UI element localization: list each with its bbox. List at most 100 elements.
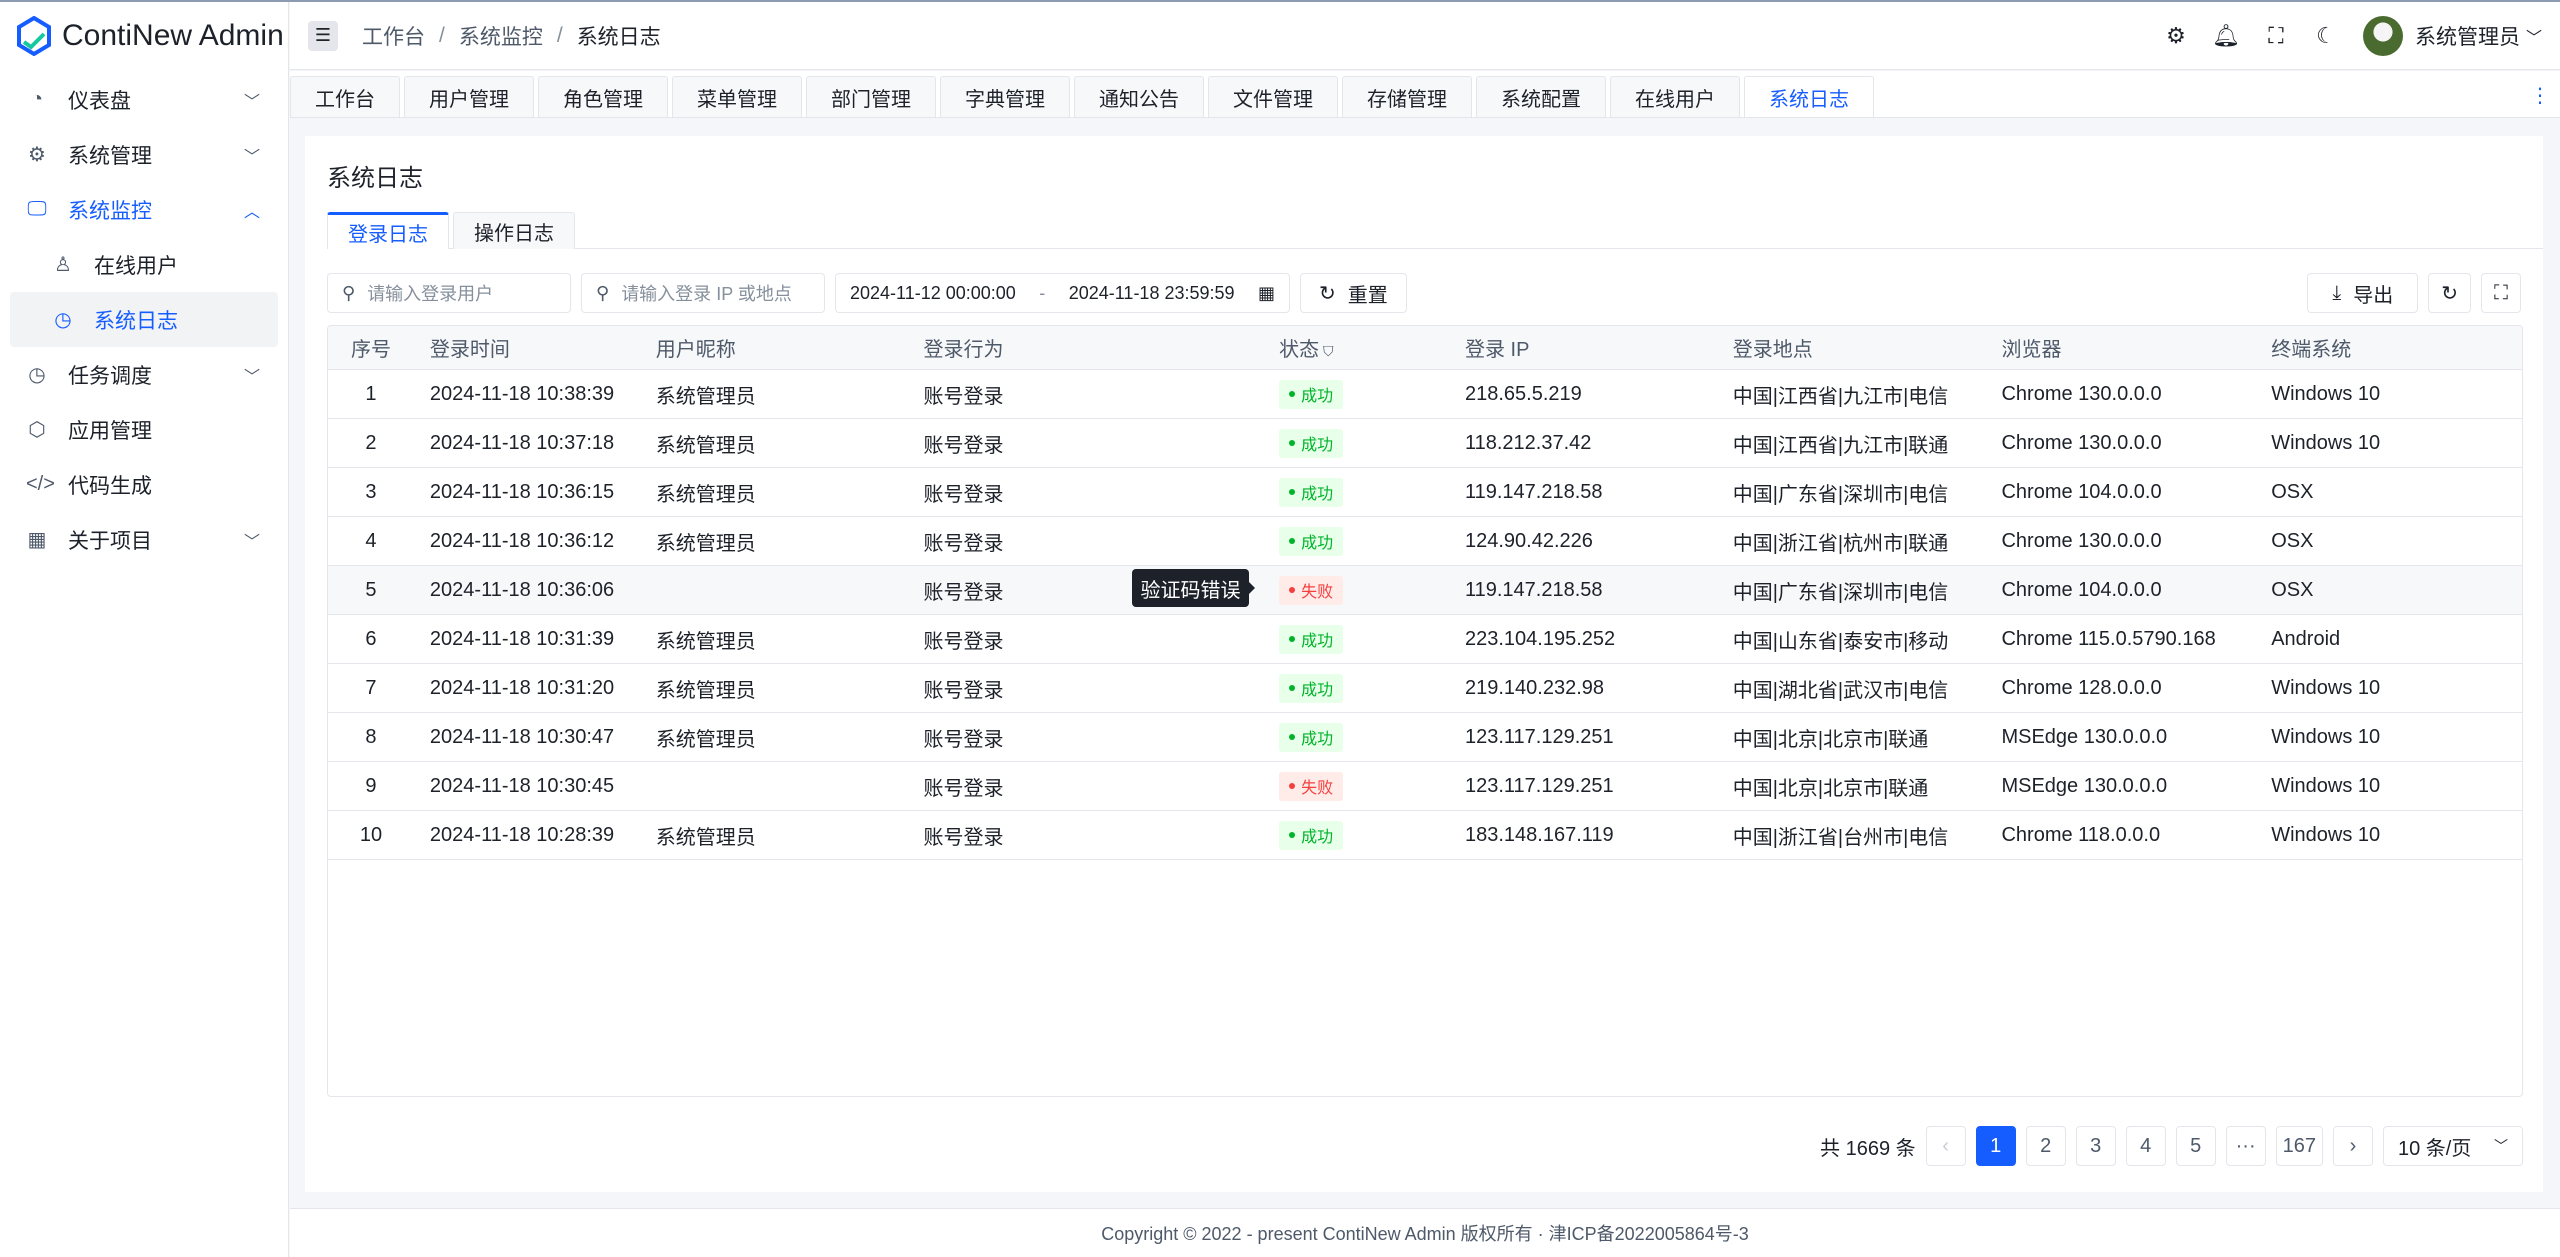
sidebar-item[interactable]: </> 代码生成 — [0, 457, 288, 512]
sidebar-item[interactable]: ◷ 系统日志 — [10, 292, 278, 347]
tab-item[interactable]: 系统配置 — [1476, 76, 1606, 117]
status-text: 成功 — [1301, 633, 1334, 650]
page-button[interactable]: 5 — [2175, 1126, 2216, 1166]
status-badge[interactable]: 失败 — [1279, 575, 1344, 605]
cell: 成功 — [1263, 428, 1449, 458]
tab-item[interactable]: 通知公告 — [1074, 76, 1204, 117]
date-range-picker[interactable]: 2024-11-12 00:00:00 - 2024-11-18 23:59:5… — [835, 273, 1290, 313]
column-header[interactable]: 状态 ⛉ — [1279, 339, 1334, 361]
sidebar-item[interactable]: 🖵︎ 系统监控 ︿ — [0, 182, 288, 237]
cell: 4 — [365, 529, 377, 552]
tab-item[interactable]: 部门管理 — [806, 76, 936, 117]
cell: 成功 — [1263, 673, 1449, 703]
tab-login-log[interactable]: 登录日志 — [327, 212, 449, 249]
dashboard-icon: ◔ — [30, 88, 44, 110]
cell: 219.140.232.98 — [1464, 676, 1604, 699]
page-button[interactable]: 4 — [2125, 1126, 2166, 1166]
cell: 8 — [365, 725, 377, 748]
sidebar-item[interactable]: ▦ 关于项目 ﹀ — [0, 512, 288, 567]
cell: 中国|山东省|泰安市|移动 — [1732, 630, 1949, 653]
settings-gear-icon[interactable]: ⚙ — [2166, 22, 2186, 48]
chevron-down-icon: ﹀ — [243, 148, 260, 166]
user-name[interactable]: 系统管理员 — [2414, 25, 2520, 49]
sidebar-item[interactable]: ⬡ 应用管理 — [0, 402, 288, 457]
tab-item[interactable]: 存储管理 — [1342, 76, 1472, 117]
page-button[interactable]: ··· — [2225, 1126, 2266, 1166]
sidebar-item[interactable]: ◷ 任务调度 ﹀ — [0, 347, 288, 402]
status-badge[interactable]: 成功 — [1279, 526, 1344, 556]
breadcrumb-item[interactable]: 系统监控 — [458, 25, 543, 49]
date-end[interactable]: 2024-11-18 23:59:59 — [1068, 282, 1235, 303]
cell: Chrome 118.0.0.0 — [2001, 823, 2161, 846]
cell: Chrome 128.0.0.0 — [2001, 676, 2162, 699]
logo-icon — [17, 16, 51, 56]
status-badge[interactable]: 成功 — [1279, 722, 1344, 752]
date-start[interactable]: 2024-11-12 00:00:00 — [850, 282, 1016, 303]
gear-icon: ⚙ — [28, 144, 46, 166]
status-badge[interactable]: 成功 — [1279, 477, 1344, 507]
sidebar-item[interactable]: ◔ 仪表盘 ﹀ — [0, 72, 288, 127]
cell: 2024-11-18 10:30:45 — [429, 774, 615, 797]
tab-item[interactable]: 文件管理 — [1208, 76, 1338, 117]
status-dot-icon — [1289, 440, 1296, 446]
cell: 系统管理员 — [655, 728, 756, 751]
sidebar-item-label: 在线用户 — [94, 254, 178, 278]
status-badge[interactable]: 成功 — [1279, 379, 1344, 409]
calendar-icon: ▦ — [1257, 282, 1275, 303]
status-badge[interactable]: 成功 — [1279, 428, 1344, 458]
chevron-down-icon[interactable]: ﹀ — [2525, 29, 2542, 47]
fullscreen-icon[interactable]: ⛶ — [2268, 22, 2284, 48]
prev-page-button[interactable]: ‹ — [1925, 1126, 1966, 1166]
user-search-input[interactable]: ⚲ 请输入登录用户 — [327, 273, 571, 313]
cell: 2024-11-18 10:31:20 — [429, 676, 615, 699]
reset-button[interactable]: ↻ 重置 — [1300, 273, 1407, 313]
avatar[interactable] — [2362, 15, 2403, 56]
status-badge[interactable]: 成功 — [1279, 820, 1344, 850]
sidebar-item[interactable]: ♙ 在线用户 — [0, 237, 288, 292]
logo[interactable]: ContiNew Admin — [0, 2, 288, 70]
cell: Android — [2271, 627, 2341, 650]
cell: Windows 10 — [2271, 725, 2381, 748]
cell: OSX — [2271, 480, 2314, 503]
status-badge[interactable]: 失败 — [1279, 771, 1344, 801]
pagination: 共 1669 条 ‹ 1 2 3 4 5 ··· 167 › 10 条/页 ﹀ — [1820, 1126, 2523, 1166]
page-button[interactable]: 1 — [1975, 1126, 2016, 1166]
export-button[interactable]: ⤓ 导出 — [2307, 273, 2419, 313]
fullscreen-button[interactable]: ⛶ — [2481, 273, 2521, 313]
bell-icon[interactable]: 🔔︎ — [2212, 22, 2240, 48]
breadcrumb-item[interactable]: 工作台 — [362, 25, 425, 49]
cell: 183.148.167.119 — [1464, 823, 1614, 846]
sidebar-item[interactable]: ⚙ 系统管理 ﹀ — [0, 127, 288, 182]
tab-item[interactable]: 系统日志 — [1744, 76, 1874, 117]
tab-item[interactable]: 用户管理 — [404, 76, 534, 117]
refresh-button[interactable]: ↻ — [2428, 273, 2471, 313]
app-name: ContiNew Admin — [62, 19, 284, 52]
status-dot-icon — [1289, 832, 1296, 838]
status-badge[interactable]: 成功 — [1279, 624, 1344, 654]
next-page-button[interactable]: › — [2333, 1126, 2373, 1166]
tab-item[interactable]: 工作台 — [290, 76, 400, 117]
cell: 失败 — [1263, 771, 1449, 801]
tab-item[interactable]: 在线用户 — [1610, 76, 1740, 117]
page-size-select[interactable]: 10 条/页 ﹀ — [2383, 1126, 2523, 1166]
filter-icon[interactable]: ⛉ — [1319, 343, 1334, 359]
tab-item[interactable]: 字典管理 — [940, 76, 1070, 117]
page-button[interactable]: 2 — [2025, 1126, 2066, 1166]
collapse-menu-button[interactable]: ☰ — [308, 20, 338, 51]
page-button[interactable]: 3 — [2075, 1126, 2116, 1166]
cell: 系统管理员 — [655, 630, 756, 653]
tab-item[interactable]: 菜单管理 — [672, 76, 802, 117]
status-text: 成功 — [1301, 535, 1334, 552]
tab-operation-log[interactable]: 操作日志 — [453, 212, 575, 249]
status-dot-icon — [1289, 587, 1296, 593]
page-button[interactable]: 167 — [2275, 1126, 2323, 1166]
refresh-icon: ↻ — [1319, 282, 1336, 305]
dark-mode-moon-icon[interactable]: ☾ — [2316, 22, 2336, 48]
tab-item[interactable]: 角色管理 — [538, 76, 668, 117]
table-row: 6 2024-11-18 10:31:39 系统管理员 账号登录 成功 223.104.1… — [328, 615, 2522, 664]
more-vertical-icon[interactable]: ⋮ — [2530, 85, 2550, 107]
ip-search-input[interactable]: ⚲ 请输入登录 IP 或地点 — [581, 273, 825, 313]
cell: 中国|北京|北京市|联通 — [1732, 728, 1929, 751]
cell: MSEdge 130.0.0.0 — [2001, 725, 2168, 748]
status-badge[interactable]: 成功 — [1279, 673, 1344, 703]
